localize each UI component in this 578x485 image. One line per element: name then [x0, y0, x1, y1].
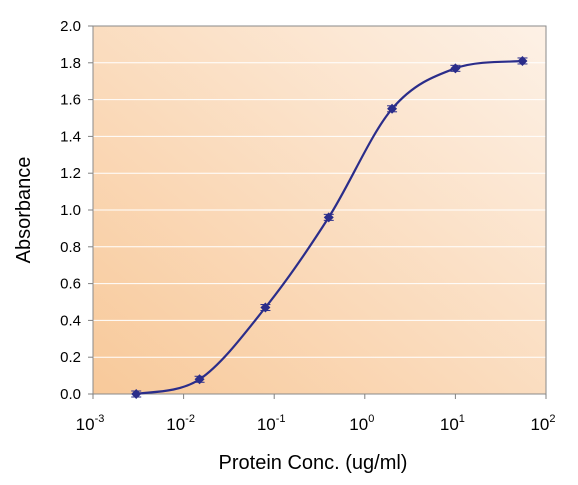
y-tick-label: 2.0 — [60, 18, 81, 35]
y-tick-label: 1.6 — [60, 92, 81, 109]
y-tick-label: 1.2 — [60, 165, 81, 182]
y-tick-label: 0.2 — [60, 349, 81, 366]
data-point — [194, 374, 205, 385]
data-point — [131, 389, 142, 399]
y-tick-label: 1.4 — [60, 128, 81, 145]
y-tick-label: 1.0 — [60, 202, 81, 219]
y-tick-label: 0.6 — [60, 276, 81, 293]
data-point — [450, 63, 461, 74]
y-axis-ticks: 0.0 0.2 0.4 0.6 0.8 1.0 1.2 1.4 1.6 1.8 2.0 — [60, 18, 93, 403]
data-point — [387, 103, 398, 114]
y-axis-title: Absorbance — [13, 157, 35, 264]
y-tick-label: 1.8 — [60, 55, 81, 72]
data-point — [323, 212, 334, 223]
x-tick-label: 100 — [349, 413, 374, 434]
y-tick-label: 0.4 — [60, 312, 81, 329]
x-tick-label: 10-2 — [166, 413, 195, 434]
data-point — [260, 302, 271, 313]
series-markers — [131, 55, 528, 399]
x-tick-label: 10-1 — [257, 413, 286, 434]
y-tick-label: 0.0 — [60, 386, 81, 403]
grid — [93, 62, 546, 358]
x-tick-label: 101 — [440, 413, 465, 434]
data-point — [517, 55, 528, 66]
x-tick-label: 10-3 — [76, 413, 105, 434]
x-axis-ticks: 10-3 10-2 10-1 100 101 102 — [76, 394, 556, 434]
x-tick-label: 102 — [530, 413, 555, 434]
y-tick-label: 0.8 — [60, 239, 81, 256]
x-axis-title: Protein Conc. (ug/ml) — [219, 452, 408, 474]
